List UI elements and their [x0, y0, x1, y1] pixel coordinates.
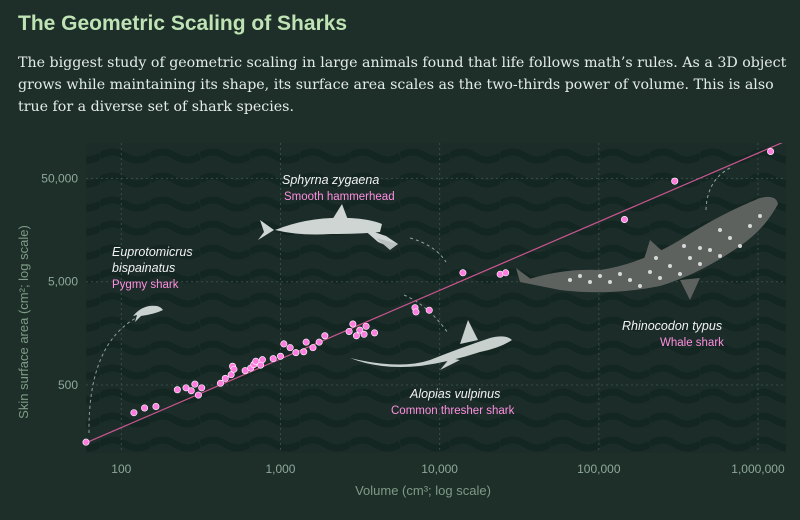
data-point — [269, 355, 277, 363]
data-point — [309, 344, 317, 352]
data-point — [502, 269, 510, 277]
axis-ticks: 100 1,000 10,000 100,000 1,000,000 500 5,000 50… — [41, 171, 785, 476]
data-point — [300, 348, 308, 356]
y-axis-label: Skin surface area (cm²; log scale) — [16, 225, 31, 419]
data-point — [671, 177, 679, 185]
data-point — [252, 357, 260, 365]
data-point — [191, 380, 199, 388]
thresher-shark-illustration — [350, 320, 512, 370]
data-point — [217, 379, 225, 387]
data-point — [425, 306, 433, 314]
x-tick-label: 100 — [111, 462, 131, 476]
data-point — [152, 403, 160, 411]
data-point — [345, 327, 353, 335]
pygmy-species-label-1: Eupro­tomicrus — [112, 245, 193, 259]
data-point — [371, 329, 379, 337]
x-axis-label: Volume (cm³; log scale) — [355, 483, 491, 498]
y-tick-label: 5,000 — [48, 275, 78, 289]
whale-shark-illustration — [516, 196, 778, 300]
plot-wave-texture — [86, 143, 786, 453]
data-point — [362, 322, 370, 330]
hammerhead-species-label: Sphyrna zygaena — [282, 173, 379, 187]
page-subtitle: The biggest study of geometric scaling i… — [18, 55, 787, 115]
whale-species-label: Rhinocodon typus — [622, 319, 722, 333]
pygmy-leader — [88, 317, 137, 434]
data-point — [221, 374, 229, 382]
data-point — [280, 340, 288, 348]
data-point — [194, 391, 202, 399]
hammerhead-illustration — [258, 204, 398, 250]
thresher-species-label: Alopias vulpinus — [409, 387, 500, 401]
x-tick-label: 100,000 — [577, 462, 621, 476]
data-point — [292, 349, 300, 357]
data-point — [230, 365, 238, 373]
x-tick-label: 1,000 — [265, 462, 295, 476]
data-point — [620, 216, 628, 224]
leader-lines — [88, 167, 731, 434]
data-point — [349, 320, 357, 328]
data-point — [187, 387, 195, 395]
data-point — [227, 371, 235, 379]
data-points — [82, 148, 775, 446]
fit-line-group — [86, 143, 783, 444]
data-point — [302, 338, 310, 346]
data-point — [767, 148, 775, 156]
thresher-common-label: Common thresher shark — [391, 405, 515, 417]
y-tick-label: 500 — [58, 378, 78, 392]
whale-common-label: Whale shark — [660, 337, 724, 349]
pygmy-shark-illustration — [133, 305, 163, 322]
data-point — [82, 438, 90, 446]
y-tick-label: 50,000 — [41, 171, 78, 185]
data-point — [321, 332, 329, 340]
data-point — [173, 386, 181, 394]
data-point — [315, 338, 323, 346]
data-point — [276, 352, 284, 360]
data-point — [130, 409, 138, 417]
fit-line — [86, 143, 783, 444]
data-point — [412, 308, 420, 316]
data-point — [360, 330, 368, 338]
x-tick-label: 1,000,000 — [731, 462, 785, 476]
data-point — [258, 356, 266, 364]
page-title: The Geometric Scaling of Sharks — [18, 12, 348, 35]
pygmy-common-label: Pygmy shark — [112, 279, 179, 291]
data-point — [141, 404, 149, 412]
data-point — [352, 332, 360, 340]
pygmy-species-label-2: bispainatus — [112, 261, 175, 275]
data-point — [182, 384, 190, 392]
data-point — [286, 344, 294, 352]
data-point — [198, 384, 206, 392]
hammerhead-common-label: Smooth hammerhead — [284, 191, 395, 203]
x-tick-label: 10,000 — [421, 462, 458, 476]
data-point — [459, 269, 467, 277]
data-point — [356, 326, 364, 334]
whale-leader — [705, 167, 731, 211]
